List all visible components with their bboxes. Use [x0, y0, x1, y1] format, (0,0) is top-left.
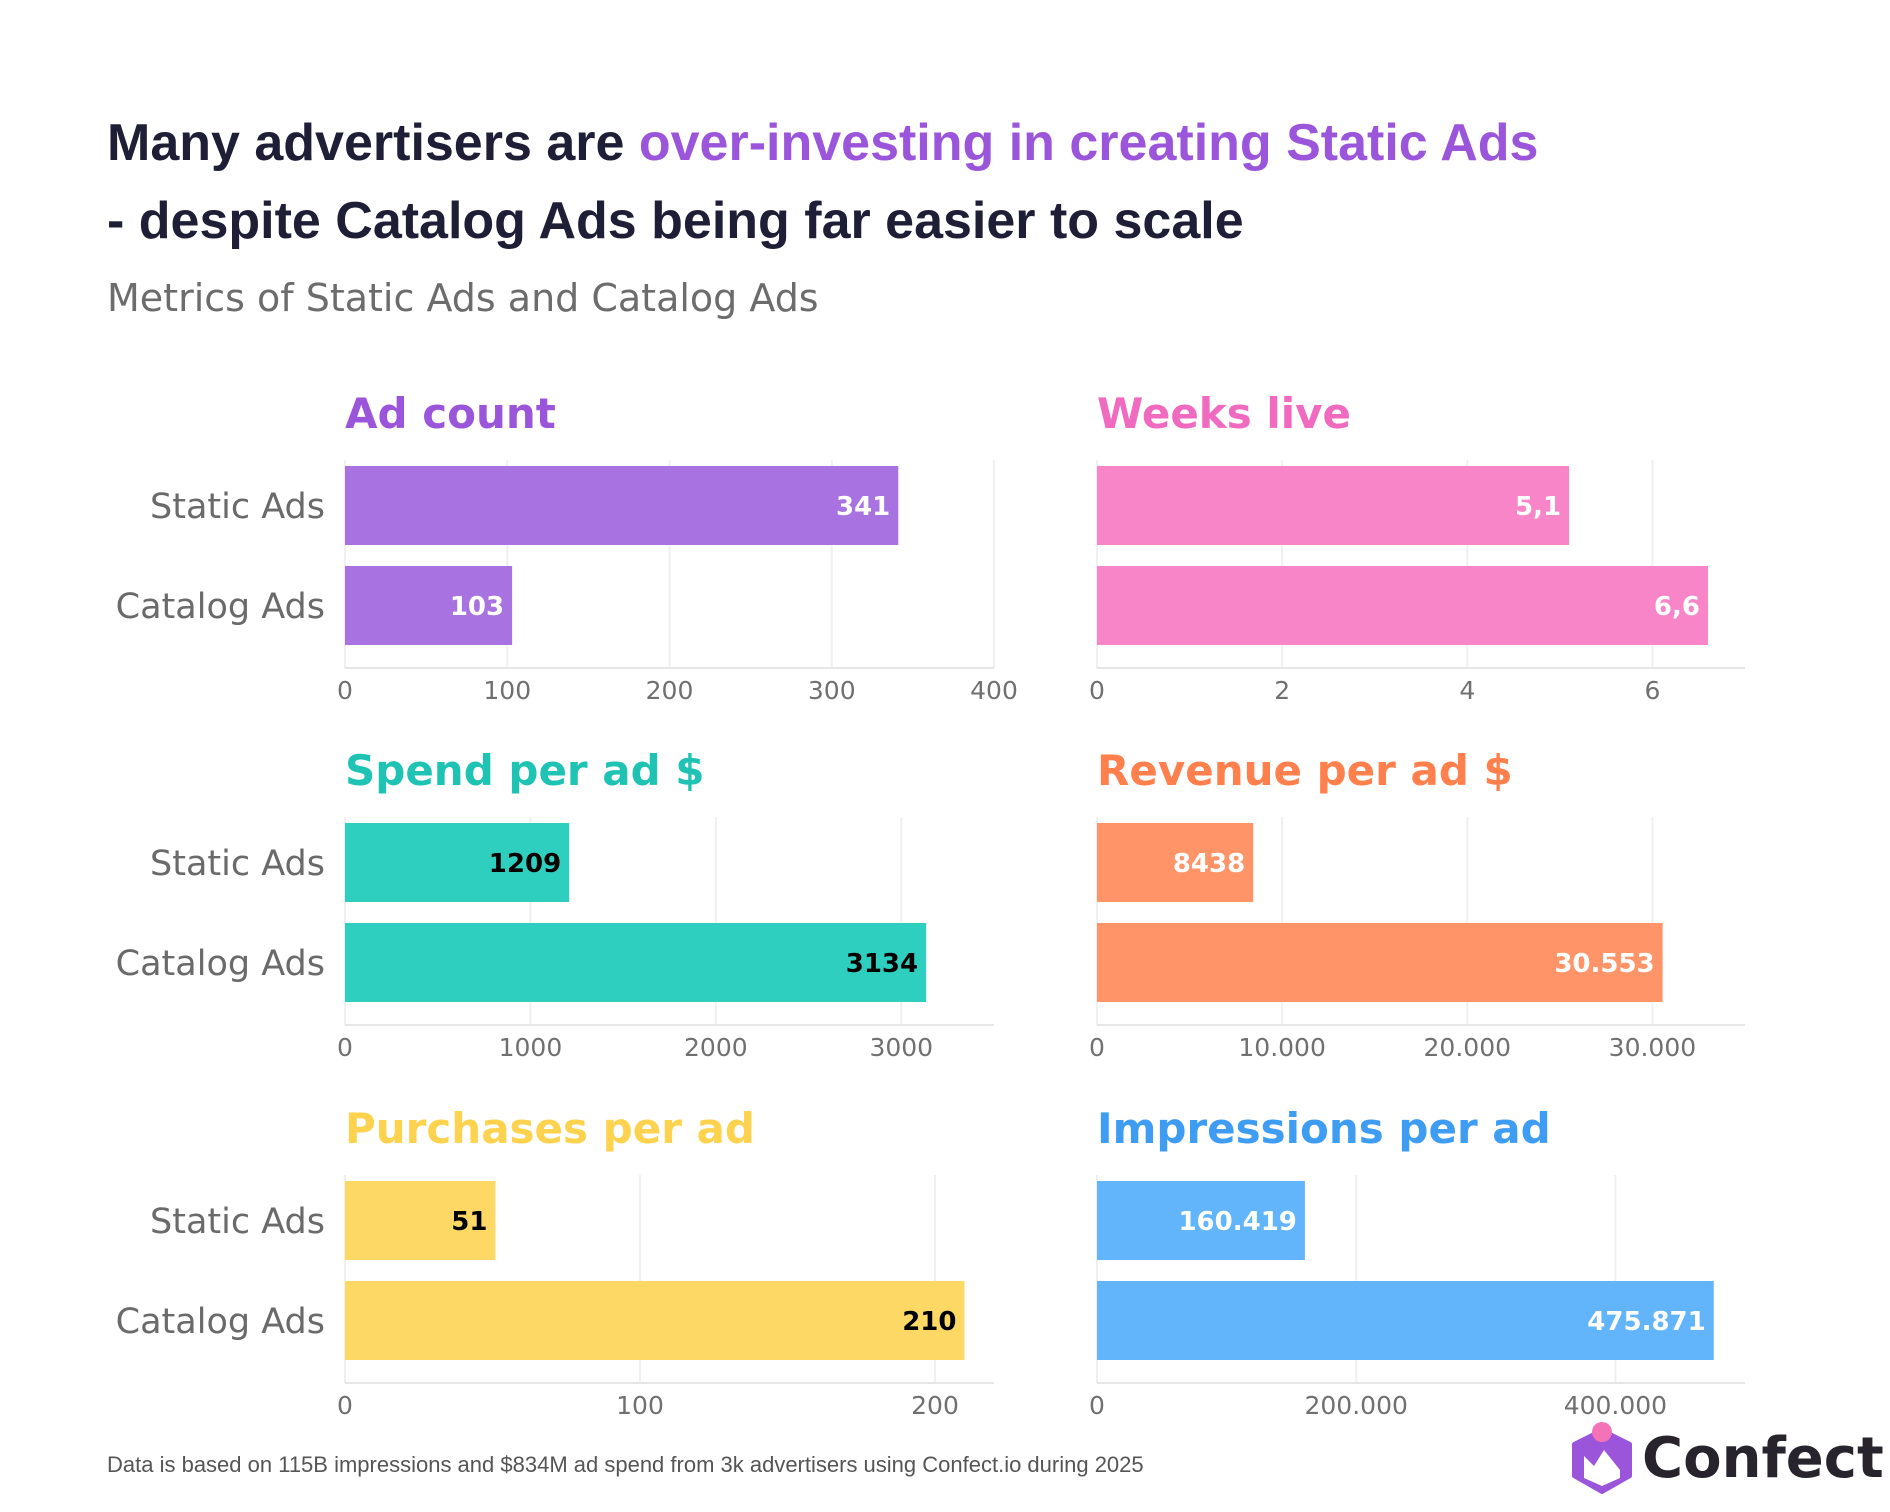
tick-label: 2 [1274, 676, 1290, 705]
tick-label: 3000 [869, 1033, 933, 1062]
tick-label: 30.000 [1609, 1033, 1696, 1062]
category-label: Static Ads [150, 487, 325, 527]
bar-static-ads [345, 466, 899, 545]
bar-catalog-ads [1097, 566, 1708, 645]
headline-line2: - despite Catalog Ads being far easier t… [107, 192, 1244, 250]
category-label: Static Ads [150, 844, 325, 884]
bar-catalog-ads [1097, 1281, 1714, 1360]
confect-hexagon-icon [1572, 1422, 1632, 1494]
data-label: 160.419 [1178, 1207, 1296, 1237]
chart-title: Ad count [345, 389, 556, 438]
headline-part1: Many advertisers are [107, 114, 639, 172]
tick-label: 100 [616, 1391, 664, 1420]
category-label: Catalog Ads [116, 944, 325, 984]
data-label: 3134 [846, 949, 918, 979]
data-label: 1209 [489, 849, 561, 879]
confect-logo: Confect [1570, 1420, 1884, 1496]
tick-label: 100 [483, 676, 531, 705]
tick-label: 2000 [684, 1033, 748, 1062]
headline: Many advertisers are over-investing in c… [107, 104, 1538, 260]
chart-title: Weeks live [1097, 389, 1351, 438]
tick-label: 400.000 [1564, 1391, 1667, 1420]
bar-static-ads [1097, 466, 1570, 545]
tick-label: 20.000 [1424, 1033, 1511, 1062]
chart-title: Revenue per ad $ [1097, 746, 1513, 795]
data-label: 103 [450, 592, 504, 622]
data-label: 51 [451, 1207, 487, 1237]
tick-label: 10.000 [1238, 1033, 1325, 1062]
tick-label: 200 [911, 1391, 959, 1420]
bar-catalog-ads [345, 923, 927, 1002]
tick-label: 1000 [499, 1033, 563, 1062]
bar-static-ads [1097, 1181, 1305, 1260]
tick-label: 0 [337, 1033, 353, 1062]
tick-label: 200 [646, 676, 694, 705]
tick-label: 0 [1089, 676, 1105, 705]
logo-text: Confect [1642, 1425, 1884, 1491]
tick-label: 0 [337, 676, 353, 705]
data-label: 6,6 [1654, 592, 1700, 622]
chart-title: Spend per ad $ [345, 746, 705, 795]
bar-catalog-ads [1097, 923, 1663, 1002]
chart-title: Impressions per ad [1097, 1104, 1551, 1153]
tick-label: 6 [1644, 676, 1660, 705]
bar-static-ads [345, 1181, 496, 1260]
category-label: Catalog Ads [116, 587, 325, 627]
data-label: 475.871 [1587, 1307, 1705, 1337]
tick-label: 400 [970, 676, 1018, 705]
data-label: 5,1 [1515, 492, 1561, 522]
footer-note: Data is based on 115B impressions and $8… [107, 1452, 1144, 1477]
data-label: 30.553 [1554, 949, 1654, 979]
bar-static-ads [1097, 823, 1254, 902]
tick-label: 0 [1089, 1391, 1105, 1420]
bar-catalog-ads [345, 1281, 965, 1360]
data-label: 341 [836, 492, 890, 522]
data-label: 210 [902, 1307, 956, 1337]
bar-catalog-ads [345, 566, 513, 645]
tick-label: 0 [1089, 1033, 1105, 1062]
tick-label: 0 [337, 1391, 353, 1420]
category-label: Catalog Ads [116, 1302, 325, 1342]
category-label: Static Ads [150, 1202, 325, 1242]
subtitle: Metrics of Static Ads and Catalog Ads [107, 276, 819, 320]
headline-highlight: over-investing in creating Static Ads [638, 114, 1539, 172]
tick-label: 4 [1459, 676, 1475, 705]
tick-label: 300 [808, 676, 856, 705]
data-label: 8438 [1173, 849, 1245, 879]
tick-label: 200.000 [1305, 1391, 1408, 1420]
bar-static-ads [345, 823, 570, 902]
chart-title: Purchases per ad [345, 1104, 755, 1153]
